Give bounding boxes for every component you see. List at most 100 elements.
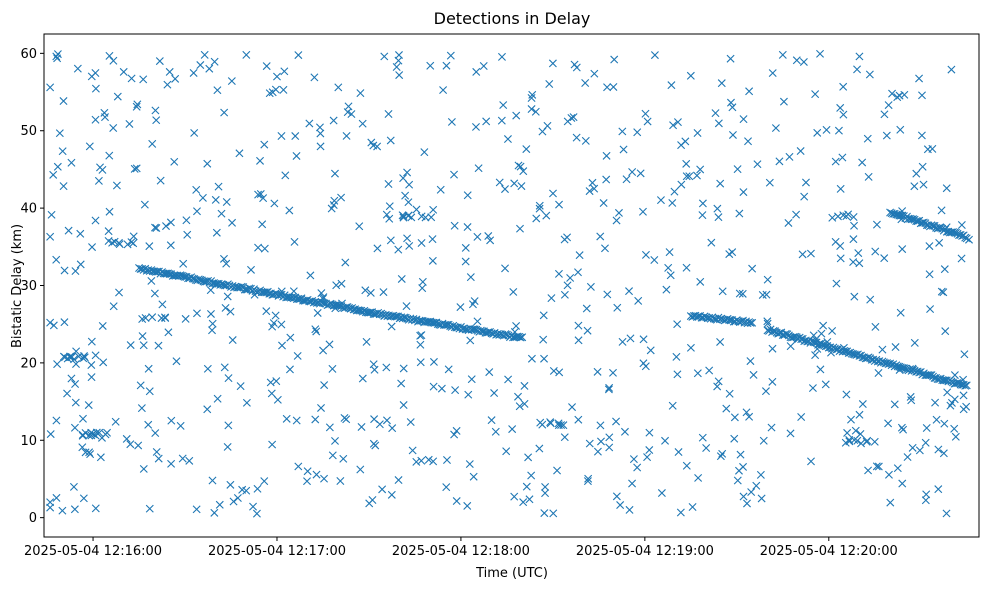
data-point — [583, 477, 592, 486]
data-point — [633, 463, 642, 472]
data-point — [325, 423, 334, 432]
data-point — [211, 195, 220, 204]
data-point — [581, 79, 590, 87]
data-point — [403, 234, 412, 243]
data-point — [717, 79, 726, 88]
data-point — [336, 477, 345, 485]
data-point — [603, 83, 612, 92]
data-point — [222, 259, 231, 268]
data-point — [310, 73, 319, 82]
data-point — [575, 251, 584, 260]
data-point — [468, 300, 477, 309]
data-point — [104, 227, 113, 236]
data-point — [778, 50, 787, 59]
data-point — [934, 445, 943, 454]
data-point — [765, 178, 774, 187]
data-point — [628, 167, 637, 176]
data-point — [798, 250, 807, 259]
data-point — [375, 420, 384, 429]
data-point — [139, 75, 148, 84]
data-point — [935, 238, 944, 247]
data-point — [148, 139, 157, 148]
data-point — [604, 385, 613, 394]
data-point — [444, 365, 453, 374]
data-point — [87, 373, 96, 382]
data-point — [278, 341, 287, 350]
data-point — [279, 85, 288, 94]
data-point — [211, 279, 220, 288]
data-point — [585, 439, 594, 448]
data-point — [382, 210, 391, 219]
data-point — [853, 436, 862, 445]
data-point — [748, 264, 757, 273]
data-point — [768, 377, 777, 386]
data-point — [688, 503, 697, 512]
data-point — [681, 137, 690, 146]
data-point — [442, 483, 451, 492]
data-point — [382, 363, 391, 372]
data-point — [151, 429, 160, 438]
y-tick-label: 20 — [20, 356, 37, 371]
data-point — [229, 497, 238, 506]
data-point — [119, 67, 128, 76]
data-point — [429, 205, 438, 214]
data-point — [306, 271, 315, 280]
data-point — [645, 428, 654, 437]
data-point — [313, 308, 322, 317]
data-point — [320, 381, 329, 390]
data-point — [332, 281, 341, 290]
data-point — [387, 322, 396, 331]
data-point — [402, 302, 411, 311]
data-point — [935, 223, 944, 232]
data-point — [212, 228, 221, 237]
data-point — [145, 387, 154, 396]
data-point — [672, 352, 681, 361]
data-point — [242, 486, 251, 495]
data-point — [55, 129, 64, 138]
data-point — [735, 209, 744, 218]
data-point — [463, 501, 472, 510]
data-point — [260, 477, 269, 486]
data-point — [743, 499, 751, 508]
data-point — [192, 185, 201, 194]
data-point — [504, 375, 513, 384]
data-point — [320, 474, 329, 483]
data-point — [940, 419, 949, 428]
data-point — [165, 67, 174, 76]
data-point — [171, 74, 180, 83]
data-point — [539, 311, 548, 320]
data-point — [910, 338, 919, 347]
data-point — [756, 470, 765, 479]
data-point — [725, 316, 734, 325]
data-point — [151, 106, 160, 115]
data-point — [78, 430, 87, 439]
data-point — [528, 90, 537, 99]
data-point — [203, 364, 212, 373]
data-point — [412, 457, 421, 466]
data-point — [939, 288, 948, 297]
data-point — [139, 341, 148, 350]
data-point — [725, 389, 734, 398]
data-point — [714, 119, 723, 128]
data-point — [516, 333, 525, 342]
data-point — [789, 333, 798, 342]
data-point — [878, 345, 887, 354]
data-point — [947, 65, 956, 74]
data-point — [358, 374, 367, 383]
data-point — [262, 62, 271, 71]
data-point — [907, 396, 916, 405]
data-point — [127, 74, 136, 83]
data-point — [397, 274, 406, 283]
data-point — [514, 161, 523, 170]
data-point — [942, 509, 951, 518]
data-point — [639, 359, 648, 368]
data-point — [906, 392, 915, 401]
data-point — [714, 213, 723, 222]
data-point — [518, 333, 527, 342]
data-point — [747, 488, 756, 497]
data-point — [593, 447, 602, 456]
data-point — [144, 364, 153, 373]
data-point — [670, 187, 679, 196]
data-point — [673, 370, 682, 379]
